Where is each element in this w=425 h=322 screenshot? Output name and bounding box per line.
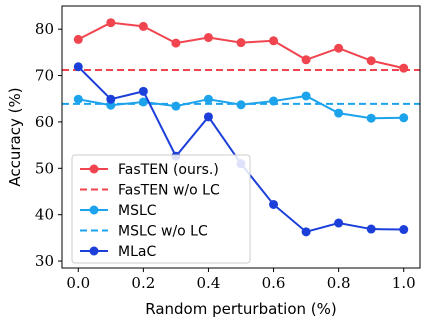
x-tick-label: 0.4 [197,274,221,292]
ticks-layer: 0.0 0.2 0.4 0.6 0.8 1.0 30 40 50 60 70 80 [35,20,416,292]
legend-marker [89,205,99,215]
y-tick-label: 70 [35,67,54,85]
data-point [269,199,279,209]
data-point [73,62,83,72]
x-tick-label: 0.6 [262,274,286,292]
data-point [73,94,83,104]
legend-entry: MLaC [80,244,156,260]
x-tick-label: 0.8 [327,274,351,292]
data-point [203,112,213,122]
y-tick-label: 80 [35,20,54,38]
y-tick-label: 40 [35,206,54,224]
legend-marker [89,164,99,174]
data-point [269,36,279,46]
legend-entry: FasTEN w/o LC [80,183,220,199]
data-point [138,21,148,31]
y-tick-label: 30 [35,252,54,270]
legend: FasTEN (ours.) FasTEN w/o LC MSLC MSLC w/o … [71,154,251,264]
data-point [106,94,116,104]
legend-label: MSLC [118,203,157,219]
legend-entry: MSLC w/o LC [80,224,208,240]
data-point [301,91,311,101]
data-point [203,94,213,104]
legend-marker [89,246,99,256]
data-point [236,38,246,48]
legend-box [71,154,251,264]
legend-entry: MSLC [80,203,157,219]
data-point [301,227,311,237]
data-point [366,224,376,234]
y-tick-label: 60 [35,113,54,131]
x-tick-label: 0.2 [131,274,155,292]
legend-label: FasTEN (ours.) [118,162,219,178]
legend-label: FasTEN w/o LC [118,183,220,199]
data-point [366,56,376,66]
data-point [334,108,344,118]
data-point [399,113,409,123]
y-tick-label: 50 [35,159,54,177]
x-tick-label: 0.0 [66,274,90,292]
legend-label: MLaC [118,244,156,260]
data-point [334,43,344,53]
data-point [366,113,376,123]
legend-entry: FasTEN (ours.) [80,162,219,178]
x-axis-label: Random perturbation (%) [145,300,337,318]
data-point [399,225,409,235]
data-point [399,63,409,73]
plot-frame [61,5,421,269]
x-tick-label: 1.0 [392,274,416,292]
data-point [301,55,311,65]
series-fasten-ours [73,18,409,73]
data-point [106,18,116,28]
data-point [334,218,344,228]
data-point [138,86,148,96]
data-point [203,33,213,43]
y-axis-label: Accuracy (%) [6,87,24,186]
legend-label: MSLC w/o LC [118,224,208,240]
data-point [171,38,181,48]
data-point [73,34,83,44]
